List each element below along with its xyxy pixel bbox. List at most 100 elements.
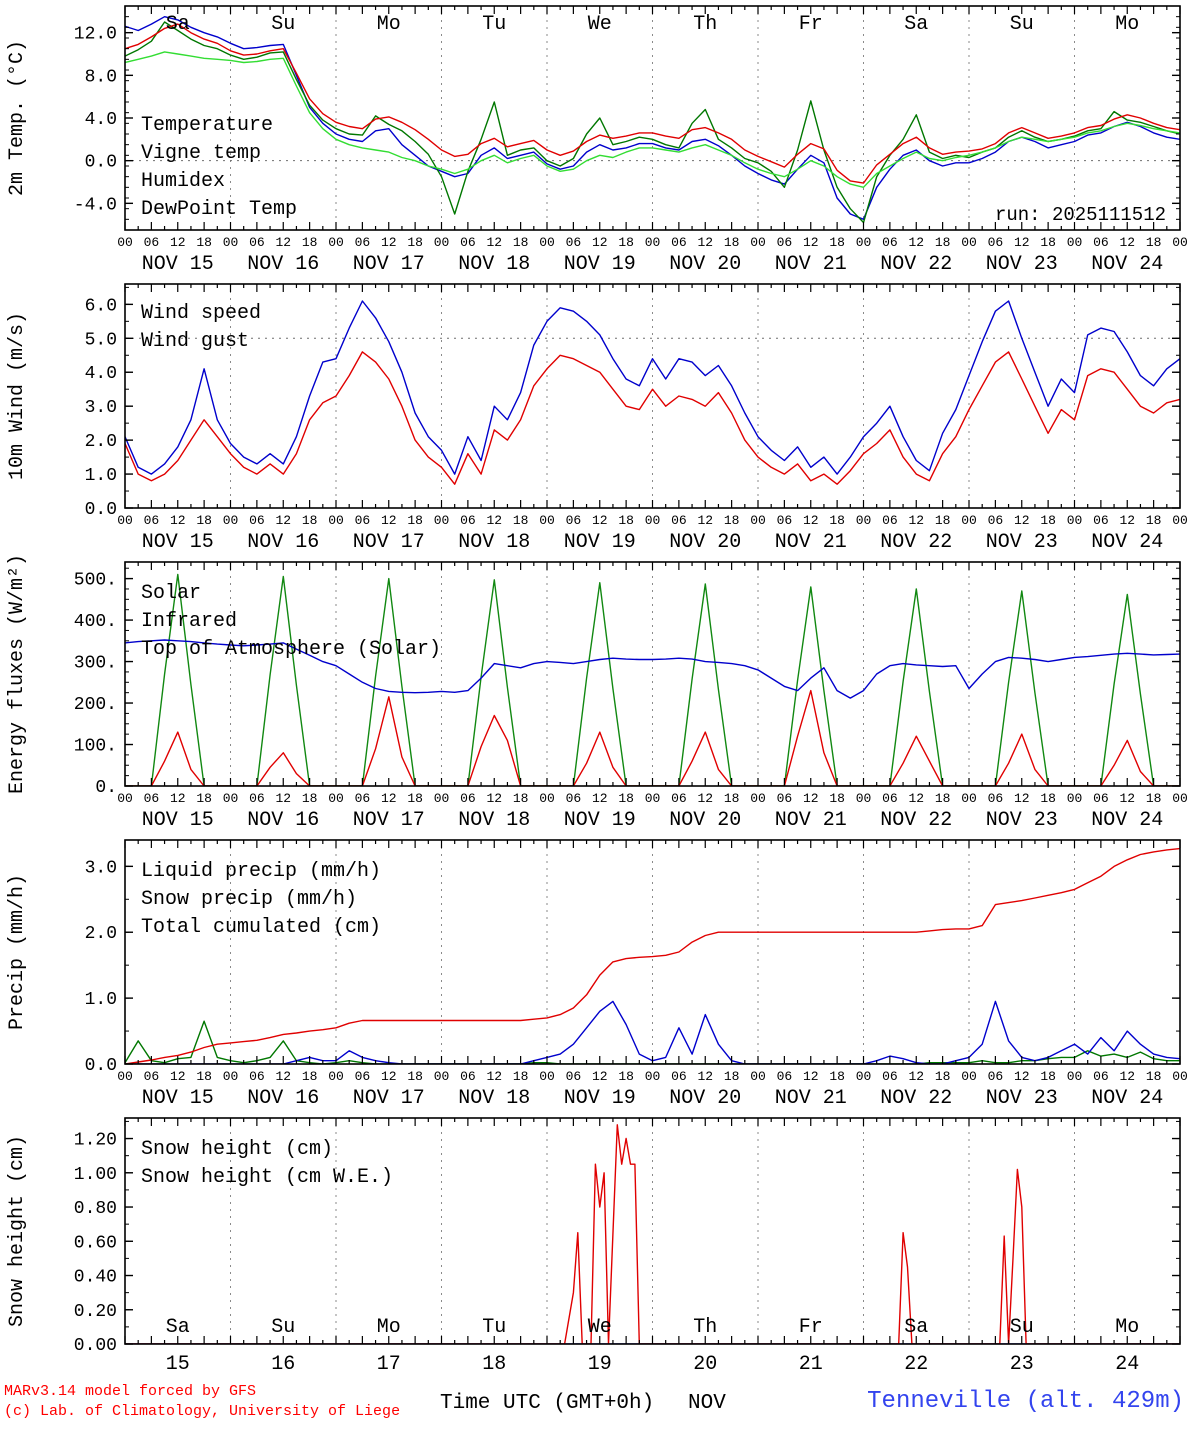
svg-text:00: 00 bbox=[328, 235, 344, 250]
svg-text:06: 06 bbox=[144, 791, 160, 806]
svg-text:12: 12 bbox=[592, 513, 608, 528]
svg-text:0.80: 0.80 bbox=[74, 1199, 117, 1219]
svg-text:1.00: 1.00 bbox=[74, 1165, 117, 1185]
svg-text:18: 18 bbox=[829, 235, 845, 250]
svg-text:18: 18 bbox=[618, 513, 634, 528]
svg-text:06: 06 bbox=[777, 1069, 793, 1084]
panel-precip: 0.0 1.0 2.0 3.0 00 06 12 18 00 06 12 18 00 06 12 18 00 06… bbox=[0, 834, 1194, 1112]
svg-text:18: 18 bbox=[829, 513, 845, 528]
svg-text:20: 20 bbox=[693, 1353, 717, 1376]
svg-text:06: 06 bbox=[671, 513, 687, 528]
svg-text:12: 12 bbox=[486, 513, 502, 528]
svg-text:18: 18 bbox=[724, 235, 740, 250]
svg-text:18: 18 bbox=[618, 235, 634, 250]
svg-text:400.: 400. bbox=[74, 612, 117, 632]
svg-text:We: We bbox=[588, 13, 612, 36]
svg-text:Su: Su bbox=[1010, 1316, 1034, 1339]
snow-height-panel-svg: 0.00 0.20 0.40 0.60 0.80 1.00 1.20 15 16 17 18 19 20… bbox=[6, 1117, 1181, 1376]
svg-text:00: 00 bbox=[223, 1069, 239, 1084]
svg-text:12: 12 bbox=[1014, 513, 1030, 528]
svg-text:00: 00 bbox=[434, 1069, 450, 1084]
svg-text:Infrared: Infrared bbox=[141, 610, 237, 633]
svg-text:18: 18 bbox=[935, 235, 951, 250]
panel-snow-height: 0.00 0.20 0.40 0.60 0.80 1.00 1.20 15 16 17 18 19 20… bbox=[0, 1112, 1194, 1380]
svg-text:12: 12 bbox=[275, 513, 291, 528]
svg-text:18: 18 bbox=[1146, 513, 1162, 528]
footer: MARv3.14 model forced by GFS (c) Lab. of… bbox=[0, 1380, 1194, 1436]
svg-text:6.0: 6.0 bbox=[85, 296, 117, 316]
svg-text:300.: 300. bbox=[74, 654, 117, 674]
svg-text:NOV 18: NOV 18 bbox=[458, 809, 530, 832]
svg-text:18: 18 bbox=[1146, 1069, 1162, 1084]
svg-text:06: 06 bbox=[355, 1069, 371, 1084]
svg-text:00: 00 bbox=[645, 235, 661, 250]
svg-text:06: 06 bbox=[671, 791, 687, 806]
svg-text:06: 06 bbox=[988, 791, 1004, 806]
svg-text:NOV 16: NOV 16 bbox=[247, 253, 319, 276]
svg-text:18: 18 bbox=[1040, 791, 1056, 806]
svg-text:18: 18 bbox=[1146, 791, 1162, 806]
svg-text:Sa: Sa bbox=[904, 1316, 928, 1339]
svg-text:06: 06 bbox=[144, 513, 160, 528]
svg-text:00: 00 bbox=[1067, 1069, 1083, 1084]
svg-text:12: 12 bbox=[170, 513, 186, 528]
svg-text:Snow height (cm W.E.): Snow height (cm W.E.) bbox=[141, 1166, 393, 1189]
svg-text:24: 24 bbox=[1115, 1353, 1139, 1376]
svg-text:Sa: Sa bbox=[166, 13, 190, 36]
svg-text:12: 12 bbox=[592, 791, 608, 806]
svg-text:Snow precip (mm/h): Snow precip (mm/h) bbox=[141, 888, 357, 911]
svg-text:run: 2025111512: run: 2025111512 bbox=[995, 204, 1166, 226]
svg-text:00: 00 bbox=[1067, 235, 1083, 250]
svg-text:2.0: 2.0 bbox=[85, 432, 117, 452]
svg-text:00: 00 bbox=[117, 235, 133, 250]
svg-text:Mo: Mo bbox=[377, 13, 401, 36]
svg-text:00: 00 bbox=[434, 791, 450, 806]
svg-text:00: 00 bbox=[539, 1069, 555, 1084]
svg-text:0.20: 0.20 bbox=[74, 1302, 117, 1322]
svg-text:00: 00 bbox=[645, 513, 661, 528]
svg-text:NOV 16: NOV 16 bbox=[247, 1087, 319, 1110]
svg-text:23: 23 bbox=[1010, 1353, 1034, 1376]
svg-text:1.0: 1.0 bbox=[85, 990, 117, 1010]
svg-text:00: 00 bbox=[645, 791, 661, 806]
svg-text:Th: Th bbox=[693, 13, 717, 36]
svg-text:06: 06 bbox=[988, 513, 1004, 528]
panel-wind: 0.0 1.0 2.0 3.0 4.0 5.0 6.0 00 06 12 18 00 06 12 18 00 0… bbox=[0, 278, 1194, 556]
svg-text:18: 18 bbox=[513, 1069, 529, 1084]
svg-text:12: 12 bbox=[275, 1069, 291, 1084]
svg-text:NOV 24: NOV 24 bbox=[1091, 531, 1163, 554]
svg-text:NOV 18: NOV 18 bbox=[458, 531, 530, 554]
svg-text:00: 00 bbox=[539, 513, 555, 528]
svg-text:18: 18 bbox=[302, 791, 318, 806]
svg-text:-4.0: -4.0 bbox=[74, 195, 117, 215]
svg-text:12: 12 bbox=[275, 235, 291, 250]
svg-text:2.0: 2.0 bbox=[85, 924, 117, 944]
svg-text:18: 18 bbox=[724, 1069, 740, 1084]
svg-text:12: 12 bbox=[486, 791, 502, 806]
svg-text:NOV 20: NOV 20 bbox=[669, 531, 741, 554]
svg-text:12: 12 bbox=[697, 791, 713, 806]
svg-text:12: 12 bbox=[592, 235, 608, 250]
precip-panel-svg: 0.0 1.0 2.0 3.0 00 06 12 18 00 06 12 18 00 06 12 18 00 06… bbox=[6, 839, 1188, 1110]
model-credit-line2: (c) Lab. of Climatology, University of L… bbox=[4, 1403, 401, 1421]
svg-text:00: 00 bbox=[645, 1069, 661, 1084]
svg-text:Th: Th bbox=[693, 1316, 717, 1339]
svg-text:18: 18 bbox=[935, 513, 951, 528]
svg-text:00: 00 bbox=[961, 235, 977, 250]
svg-text:0.0: 0.0 bbox=[85, 1056, 117, 1076]
svg-text:00: 00 bbox=[117, 1069, 133, 1084]
svg-text:12: 12 bbox=[803, 513, 819, 528]
svg-text:NOV 23: NOV 23 bbox=[986, 809, 1058, 832]
svg-text:00: 00 bbox=[328, 513, 344, 528]
svg-text:NOV 19: NOV 19 bbox=[564, 253, 636, 276]
svg-text:NOV 23: NOV 23 bbox=[986, 253, 1058, 276]
svg-text:12: 12 bbox=[697, 235, 713, 250]
svg-text:4.0: 4.0 bbox=[85, 110, 117, 130]
svg-text:500.: 500. bbox=[74, 571, 117, 591]
svg-text:3.0: 3.0 bbox=[85, 398, 117, 418]
svg-text:Snow height (cm): Snow height (cm) bbox=[141, 1138, 333, 1161]
svg-text:0.0: 0.0 bbox=[85, 500, 117, 520]
svg-text:00: 00 bbox=[434, 513, 450, 528]
svg-text:06: 06 bbox=[355, 235, 371, 250]
svg-text:Su: Su bbox=[271, 1316, 295, 1339]
